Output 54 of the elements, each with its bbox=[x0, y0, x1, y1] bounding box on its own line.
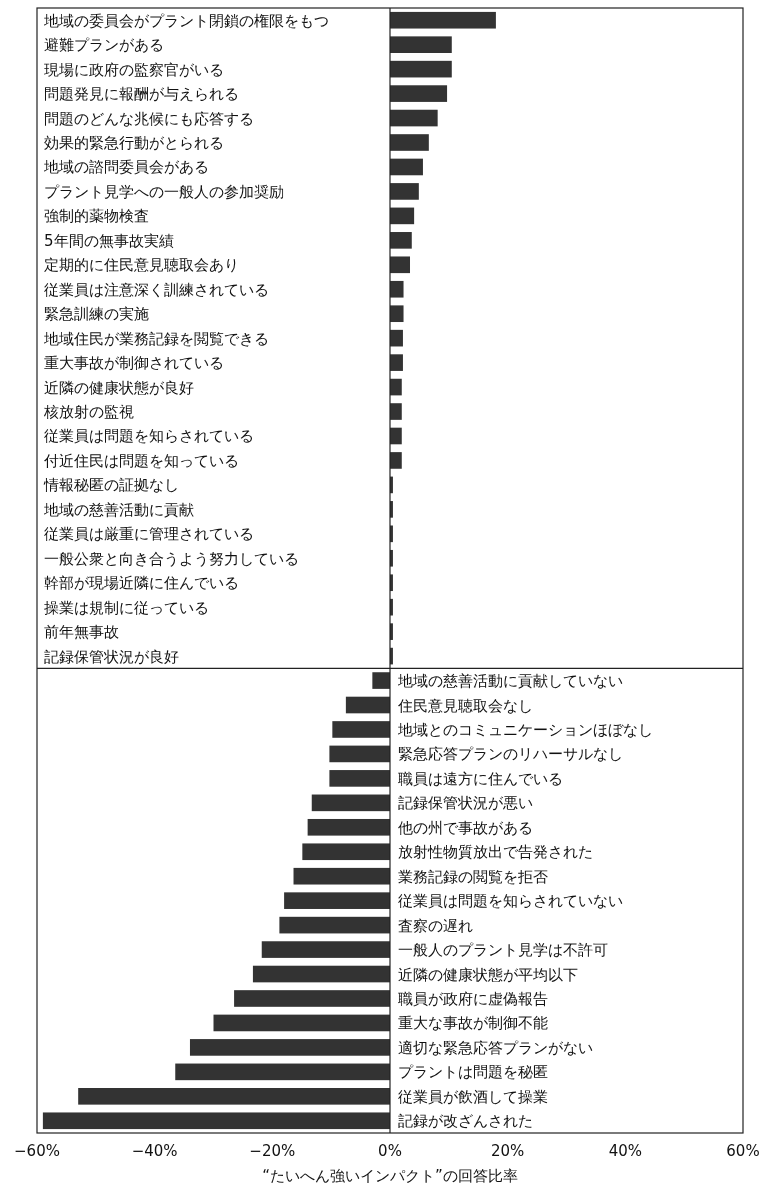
x-tick-label: 20% bbox=[490, 1142, 525, 1160]
y-tick-label: 住民意見聴取会なし bbox=[397, 696, 533, 715]
x-tick-label: 60% bbox=[726, 1142, 760, 1160]
y-tick-label: 強制的薬物検査 bbox=[44, 207, 149, 226]
x-tick-label: −20% bbox=[249, 1142, 296, 1160]
x-tick-label: −40% bbox=[131, 1142, 178, 1160]
y-tick-label: 前年無事故 bbox=[44, 623, 119, 642]
y-tick-label: 一般公衆と向き合うよう努力している bbox=[44, 549, 299, 568]
y-tick-label: 情報秘匿の証拠なし bbox=[43, 476, 179, 495]
y-tick-label: 近隣の健康状態が良好 bbox=[44, 378, 194, 397]
y-tick-label: 業務記録の閲覧を拒否 bbox=[398, 867, 548, 886]
y-tick-label: 地域とのコミュニケーションほぼなし bbox=[397, 720, 653, 739]
y-tick-label: 地域の諮問委員会がある bbox=[43, 158, 209, 177]
y-tick-label: 現場に政府の監察官がいる bbox=[44, 60, 224, 79]
y-tick-label: 地域住民が業務記録を閲覧できる bbox=[43, 329, 269, 348]
y-tick-label: 従業員が飲酒して操業 bbox=[398, 1087, 548, 1106]
y-tick-label: 従業員は厳重に管理されている bbox=[44, 525, 254, 544]
y-tick-label: 記録保管状況が良好 bbox=[44, 647, 179, 666]
y-tick-label: 従業員は注意深く訓練されている bbox=[44, 280, 269, 299]
y-tick-label: 定期的に住民意見聴取会あり bbox=[44, 256, 239, 275]
y-tick-label: 適切な緊急応答プランがない bbox=[398, 1038, 593, 1057]
y-tick-label: 査察の遅れ bbox=[398, 916, 473, 935]
y-tick-label: 幹部が現場近隣に住んでいる bbox=[44, 574, 239, 593]
y-tick-label: 操業は規制に従っている bbox=[44, 598, 209, 617]
y-tick-label: 避難プランがある bbox=[44, 36, 164, 55]
y-tick-label: 記録保管状況が悪い bbox=[398, 794, 533, 813]
x-axis-title: “たいへん強いインパクト”の回答比率 bbox=[262, 1167, 518, 1185]
y-tick-label: 緊急応答プランのリハーサルなし bbox=[398, 745, 623, 764]
y-tick-label: 他の州で事故がある bbox=[398, 818, 533, 837]
y-tick-label: 重大事故が制御されている bbox=[44, 354, 224, 373]
y-tick-label: プラントは問題を秘匿 bbox=[398, 1063, 548, 1082]
y-tick-label: 5年間の無事故実績 bbox=[44, 231, 174, 250]
y-tick-label: 放射性物質放出で告発された bbox=[398, 843, 593, 862]
y-tick-label: 従業員は問題を知らされていない bbox=[398, 892, 623, 911]
y-tick-label: 地域の慈善活動に貢献 bbox=[43, 500, 194, 519]
x-tick-label: −60% bbox=[14, 1142, 60, 1160]
y-tick-label: プラント見学への一般人の参加奨励 bbox=[44, 182, 284, 201]
y-tick-label: 記録が改ざんされた bbox=[398, 1112, 533, 1131]
y-tick-label: 近隣の健康状態が平均以下 bbox=[398, 965, 578, 984]
y-tick-label: 核放射の監視 bbox=[43, 403, 134, 422]
y-tick-label: 職員が政府に虚偽報告 bbox=[398, 989, 548, 1008]
y-tick-label: 従業員は問題を知らされている bbox=[44, 427, 254, 446]
y-tick-label: 職員は遠方に住んでいる bbox=[398, 769, 563, 788]
y-tick-label: 問題のどんな兆候にも応答する bbox=[44, 109, 254, 128]
x-tick-label: 40% bbox=[608, 1142, 643, 1160]
y-tick-label: 地域の委員会がプラント閉鎖の権限をもつ bbox=[43, 11, 329, 30]
y-tick-label: 付近住民は問題を知っている bbox=[43, 451, 239, 470]
x-tick-label: 0% bbox=[378, 1142, 402, 1160]
y-tick-label: 地域の慈善活動に貢献していない bbox=[397, 672, 623, 691]
y-tick-label: 重大な事故が制御不能 bbox=[398, 1014, 548, 1033]
y-tick-label: 緊急訓練の実施 bbox=[44, 305, 149, 324]
y-tick-label: 効果的緊急行動がとられる bbox=[44, 134, 224, 153]
y-tick-label: 問題発見に報酬が与えられる bbox=[44, 85, 239, 104]
y-tick-label: 一般人のプラント見学は不許可 bbox=[398, 941, 608, 960]
